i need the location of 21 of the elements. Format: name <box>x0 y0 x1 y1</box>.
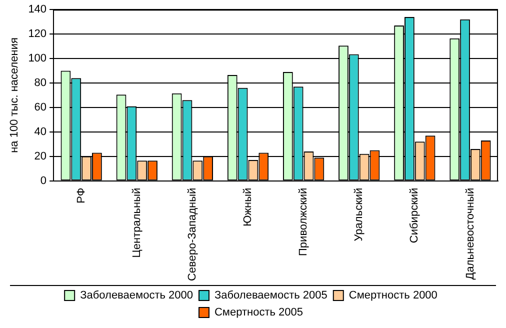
y-tick-label: 140 <box>28 4 47 16</box>
x-tick-label: Приволжский <box>298 188 310 256</box>
y-tick-label: 80 <box>34 77 47 90</box>
y-tick-label: 20 <box>34 150 47 162</box>
x-tick-label: Южный <box>242 188 254 226</box>
x-tick-label: Северо-Западный <box>186 188 198 282</box>
x-tick-label: Центральный <box>130 188 143 258</box>
y-tick-label: 60 <box>34 101 47 114</box>
legend-label: Заболеваемость 2000 <box>80 290 193 302</box>
legend-label: Смертность 2005 <box>214 306 304 319</box>
y-tick-label: 120 <box>28 28 47 40</box>
y-tick-label: 100 <box>28 52 47 65</box>
y-tick-label: 0 <box>40 174 47 187</box>
y-axis-title: на 100 тыс. населения <box>8 37 21 153</box>
x-tick-label: Сибирский <box>408 188 421 244</box>
x-tick-label: РФ <box>75 188 88 204</box>
x-tick-label: Уральский <box>353 188 366 242</box>
legend-label: Заболеваемость 2005 <box>214 290 328 302</box>
legend-label: Смертность 2000 <box>348 290 438 302</box>
y-tick-label: 40 <box>34 126 47 138</box>
x-tick-label: Дальневосточный <box>464 188 476 280</box>
